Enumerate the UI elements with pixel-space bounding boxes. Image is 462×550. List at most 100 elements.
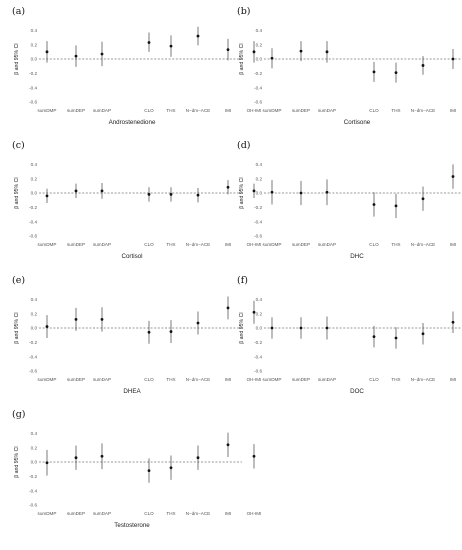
x-tick-label: IMI [450,377,456,382]
x-tick-label: CLO [144,242,154,247]
x-tick-label: CLO [369,108,379,113]
y-tick-label: -0.2 [29,71,37,76]
y-tick-label: -0.2 [29,340,37,345]
panel-c: (c)β and 95% CI0.40.20.0-0.2-0.4-0.6sumD… [12,140,261,260]
point-estimate-0 [270,56,274,60]
point-estimate-0 [270,326,274,330]
y-tick-label: 0.4 [31,162,38,167]
x-tick-label: sumDEP [292,108,310,113]
x-tick-label: sumDEP [67,377,85,382]
point-estimate-6 [226,185,230,189]
point-estimate-2 [100,454,104,458]
y-tick-label: 0.0 [31,326,38,331]
y-tick-label: -0.6 [29,503,37,508]
point-estimate-2 [100,52,104,56]
x-tick-label: N−dm−ACE [186,108,211,113]
x-tick-label: OH-IMI [247,242,262,247]
y-tick-label: 0.0 [256,326,263,331]
point-estimate-2 [100,318,104,321]
x-tick-label: sumDAP [93,242,111,247]
x-tick-label: CLO [369,377,379,382]
y-tick-label: -0.2 [254,340,262,345]
x-tick-label: THX [166,511,175,516]
panel-e: (e)β and 95% CI0.40.20.0-0.2-0.4-0.6sumD… [12,275,261,395]
x-tick-label: OH-IMI [247,377,262,382]
x-tick-label: THX [391,108,400,113]
point-estimate-5 [421,332,425,336]
x-tick-label: sumDEP [292,377,310,382]
y-axis-title: β and 95% CI [239,43,245,75]
x-tick-label: sumDAP [93,108,111,113]
point-estimate-7 [252,50,256,54]
y-tick-label: 0.2 [31,176,38,181]
panel-g: (g)β and 95% CI0.40.20.0-0.2-0.4-0.6sumD… [12,409,261,529]
x-tick-label: CLO [144,108,154,113]
x-tick-label: sumDMP [38,377,57,382]
point-estimate-2 [325,190,329,194]
x-tick-label: CLO [144,377,154,382]
y-tick-label: -0.6 [254,369,262,374]
point-estimate-0 [45,50,49,54]
panel-letter: (c) [12,140,25,151]
x-tick-label: N−dm−ACE [186,511,211,516]
y-tick-label: -0.2 [29,205,37,210]
y-axis-title: β and 95% CI [14,312,20,344]
y-tick-label: 0.0 [256,191,263,196]
point-estimate-6 [451,175,455,178]
y-tick-label: -0.4 [29,354,37,359]
point-estimate-4 [394,336,398,340]
y-tick-label: 0.0 [31,57,38,62]
y-tick-label: -0.6 [29,234,37,239]
x-tick-label: IMI [450,242,456,247]
point-estimate-5 [196,193,200,197]
panel-title: DOC [350,388,364,395]
point-estimate-6 [226,48,230,52]
point-estimate-1 [299,49,303,53]
y-axis-title: β and 95% CI [14,43,20,75]
x-tick-label: THX [391,377,400,382]
panel-d: (d)β and 95% CI0.40.20.0-0.2-0.4-0.6sumD… [237,140,462,260]
x-tick-label: sumDMP [263,108,282,113]
point-estimate-4 [169,193,173,196]
point-estimate-5 [421,64,425,67]
y-tick-label: 0.0 [31,460,38,465]
panel-letter: (f) [237,275,248,286]
point-estimate-1 [74,456,78,460]
y-axis-title: β and 95% CI [14,177,20,209]
point-estimate-0 [45,461,49,465]
point-estimate-6 [226,306,230,310]
y-tick-label: 0.4 [256,297,263,302]
x-tick-label: N−dm−ACE [186,242,211,247]
point-estimate-4 [169,466,173,470]
panel-title: Cortisol [122,253,143,260]
point-estimate-3 [147,330,151,334]
point-estimate-7 [252,310,256,314]
x-tick-label: IMI [225,108,231,113]
y-tick-label: 0.4 [256,28,263,33]
x-tick-label: sumDEP [67,511,85,516]
point-estimate-1 [74,54,78,58]
point-estimate-1 [299,326,303,330]
point-estimate-6 [451,57,455,61]
y-tick-label: -0.2 [254,71,262,76]
x-tick-label: CLO [144,511,154,516]
x-tick-label: N−dm−ACE [411,108,436,113]
panel-a: (a)β and 95% CI0.40.20.0-0.2-0.4-0.6sumD… [12,6,261,126]
y-tick-label: 0.2 [256,42,263,47]
point-estimate-3 [372,70,376,74]
point-estimate-1 [74,318,78,321]
point-estimate-5 [421,197,425,201]
panel-title: Cortisone [344,119,371,126]
x-tick-label: THX [391,242,400,247]
panel-title: Androstenedione [109,119,156,126]
x-tick-label: N−dm−ACE [186,377,211,382]
point-estimate-3 [147,193,151,196]
y-tick-label: -0.6 [29,100,37,105]
x-tick-label: sumDEP [67,242,85,247]
x-tick-label: IMI [450,108,456,113]
panel-b: (b)β and 95% CI0.40.20.0-0.2-0.4-0.6sumD… [237,6,462,126]
x-tick-label: IMI [225,242,231,247]
point-estimate-0 [45,194,49,198]
x-tick-label: OH-IMI [247,108,262,113]
